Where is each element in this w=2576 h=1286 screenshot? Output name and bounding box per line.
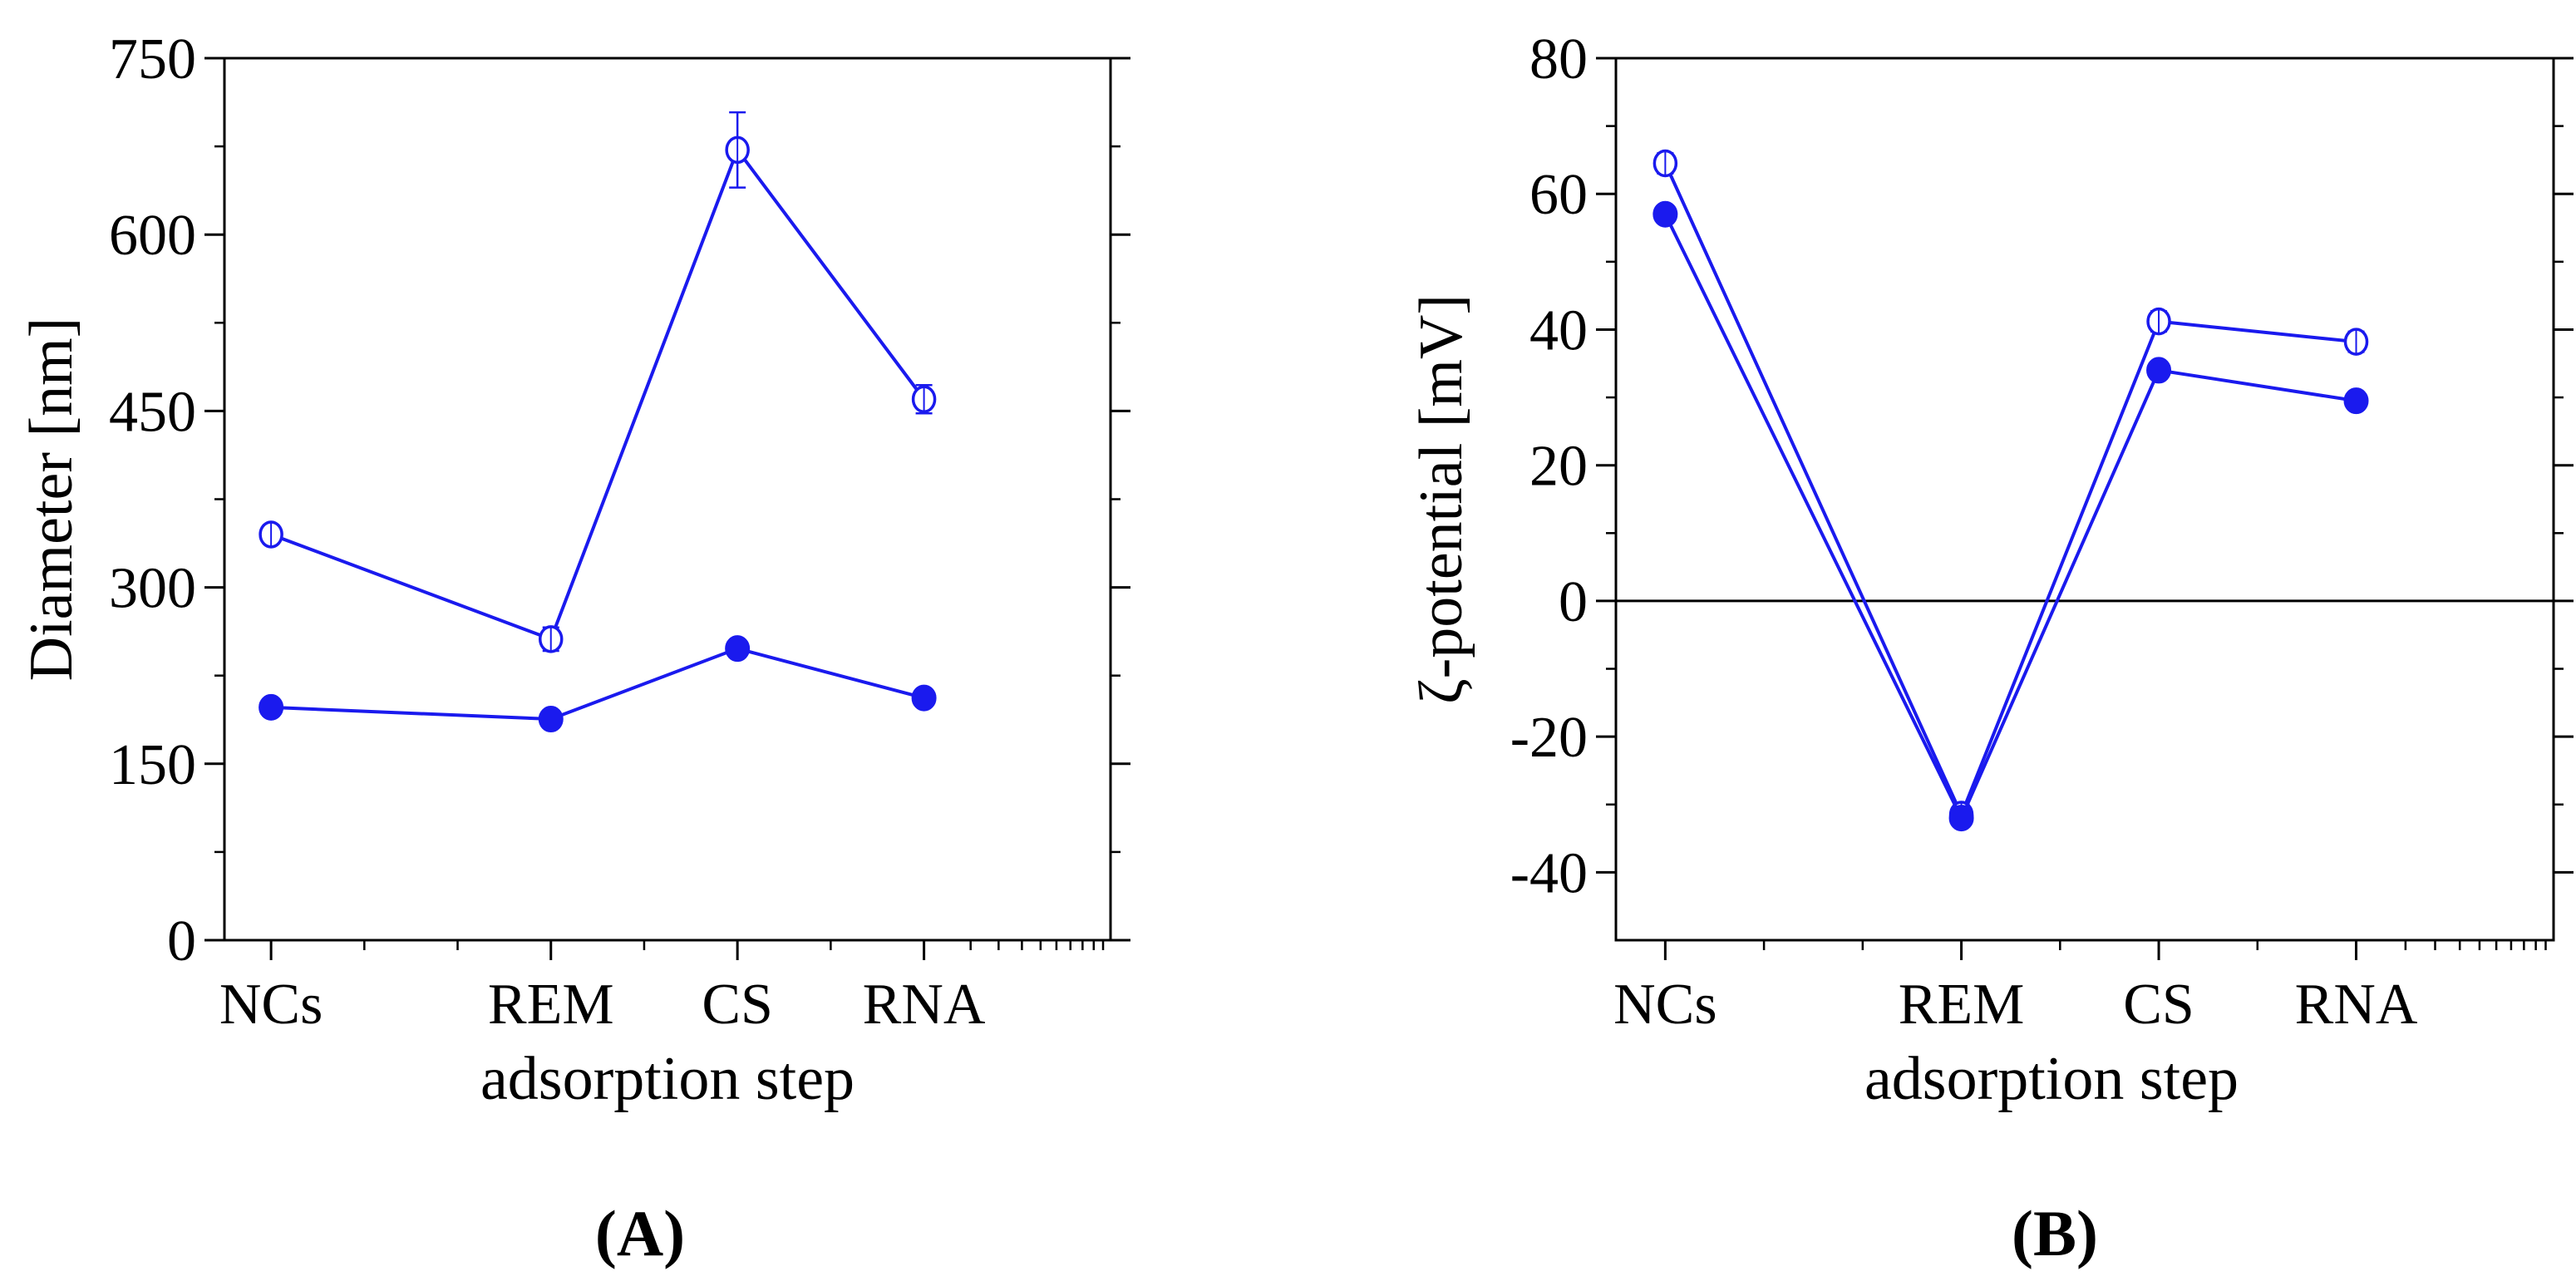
y-tick-label: 600 [109, 204, 196, 268]
x-tick-label: REM [488, 973, 614, 1037]
x-tick-label: NCs [219, 973, 323, 1037]
x-tick-label: CS [2123, 973, 2194, 1037]
x-tick-label: RNA [863, 973, 986, 1037]
data-point-filled [911, 684, 937, 712]
y-tick-label: 450 [109, 380, 196, 444]
series-line-filled [1663, 213, 2357, 822]
y-tick-label: 150 [109, 733, 196, 797]
data-point-filled [1652, 200, 1678, 228]
panel-label: (A) [595, 1197, 685, 1269]
y-axis-title: Diameter [nm] [17, 318, 86, 682]
series-line-open [270, 146, 926, 642]
data-point-filled [538, 706, 564, 733]
y-tick-label: 80 [1529, 27, 1588, 91]
y-tick-label: 300 [109, 557, 196, 621]
y-axis-title: ζ-potential [mV] [1407, 294, 1475, 704]
y-tick-label: -40 [1510, 841, 1588, 905]
series-filled [259, 635, 937, 733]
x-tick-label: CS [702, 973, 773, 1037]
panel-b: -40 -20 0 20 40 60 80 NCs REM CS RNA adsorption ste… [1407, 27, 2574, 1269]
y-tick-label: 0 [1559, 570, 1588, 634]
y-tick-label: -20 [1510, 706, 1588, 770]
data-point-filled [725, 635, 751, 663]
y-tick-label: 20 [1529, 435, 1588, 499]
series-line-open [1663, 162, 2357, 820]
x-tick-label: RNA [2295, 973, 2418, 1037]
data-point-filled [2146, 357, 2172, 384]
series-filled [1652, 200, 2369, 832]
series-open [259, 111, 937, 653]
plot-frame [223, 57, 1112, 942]
series-open [1652, 149, 2369, 829]
x-tick-label: REM [1899, 973, 2025, 1037]
y-tick-label: 750 [109, 27, 196, 91]
x-axis-title: adsorption step [1864, 1045, 2239, 1113]
x-axis-title: adsorption step [480, 1045, 855, 1113]
plot-frame [1614, 57, 2555, 942]
series-line-filled [271, 647, 925, 722]
y-tick-label: 60 [1529, 163, 1588, 227]
data-point-filled [2343, 387, 2369, 415]
data-point-filled [1948, 805, 1974, 832]
x-tick-label: NCs [1613, 973, 1717, 1037]
data-point-filled [259, 693, 284, 721]
y-tick-label: 40 [1529, 298, 1588, 362]
y-tick-label: 0 [167, 909, 196, 973]
panel-label: (B) [2012, 1197, 2098, 1269]
